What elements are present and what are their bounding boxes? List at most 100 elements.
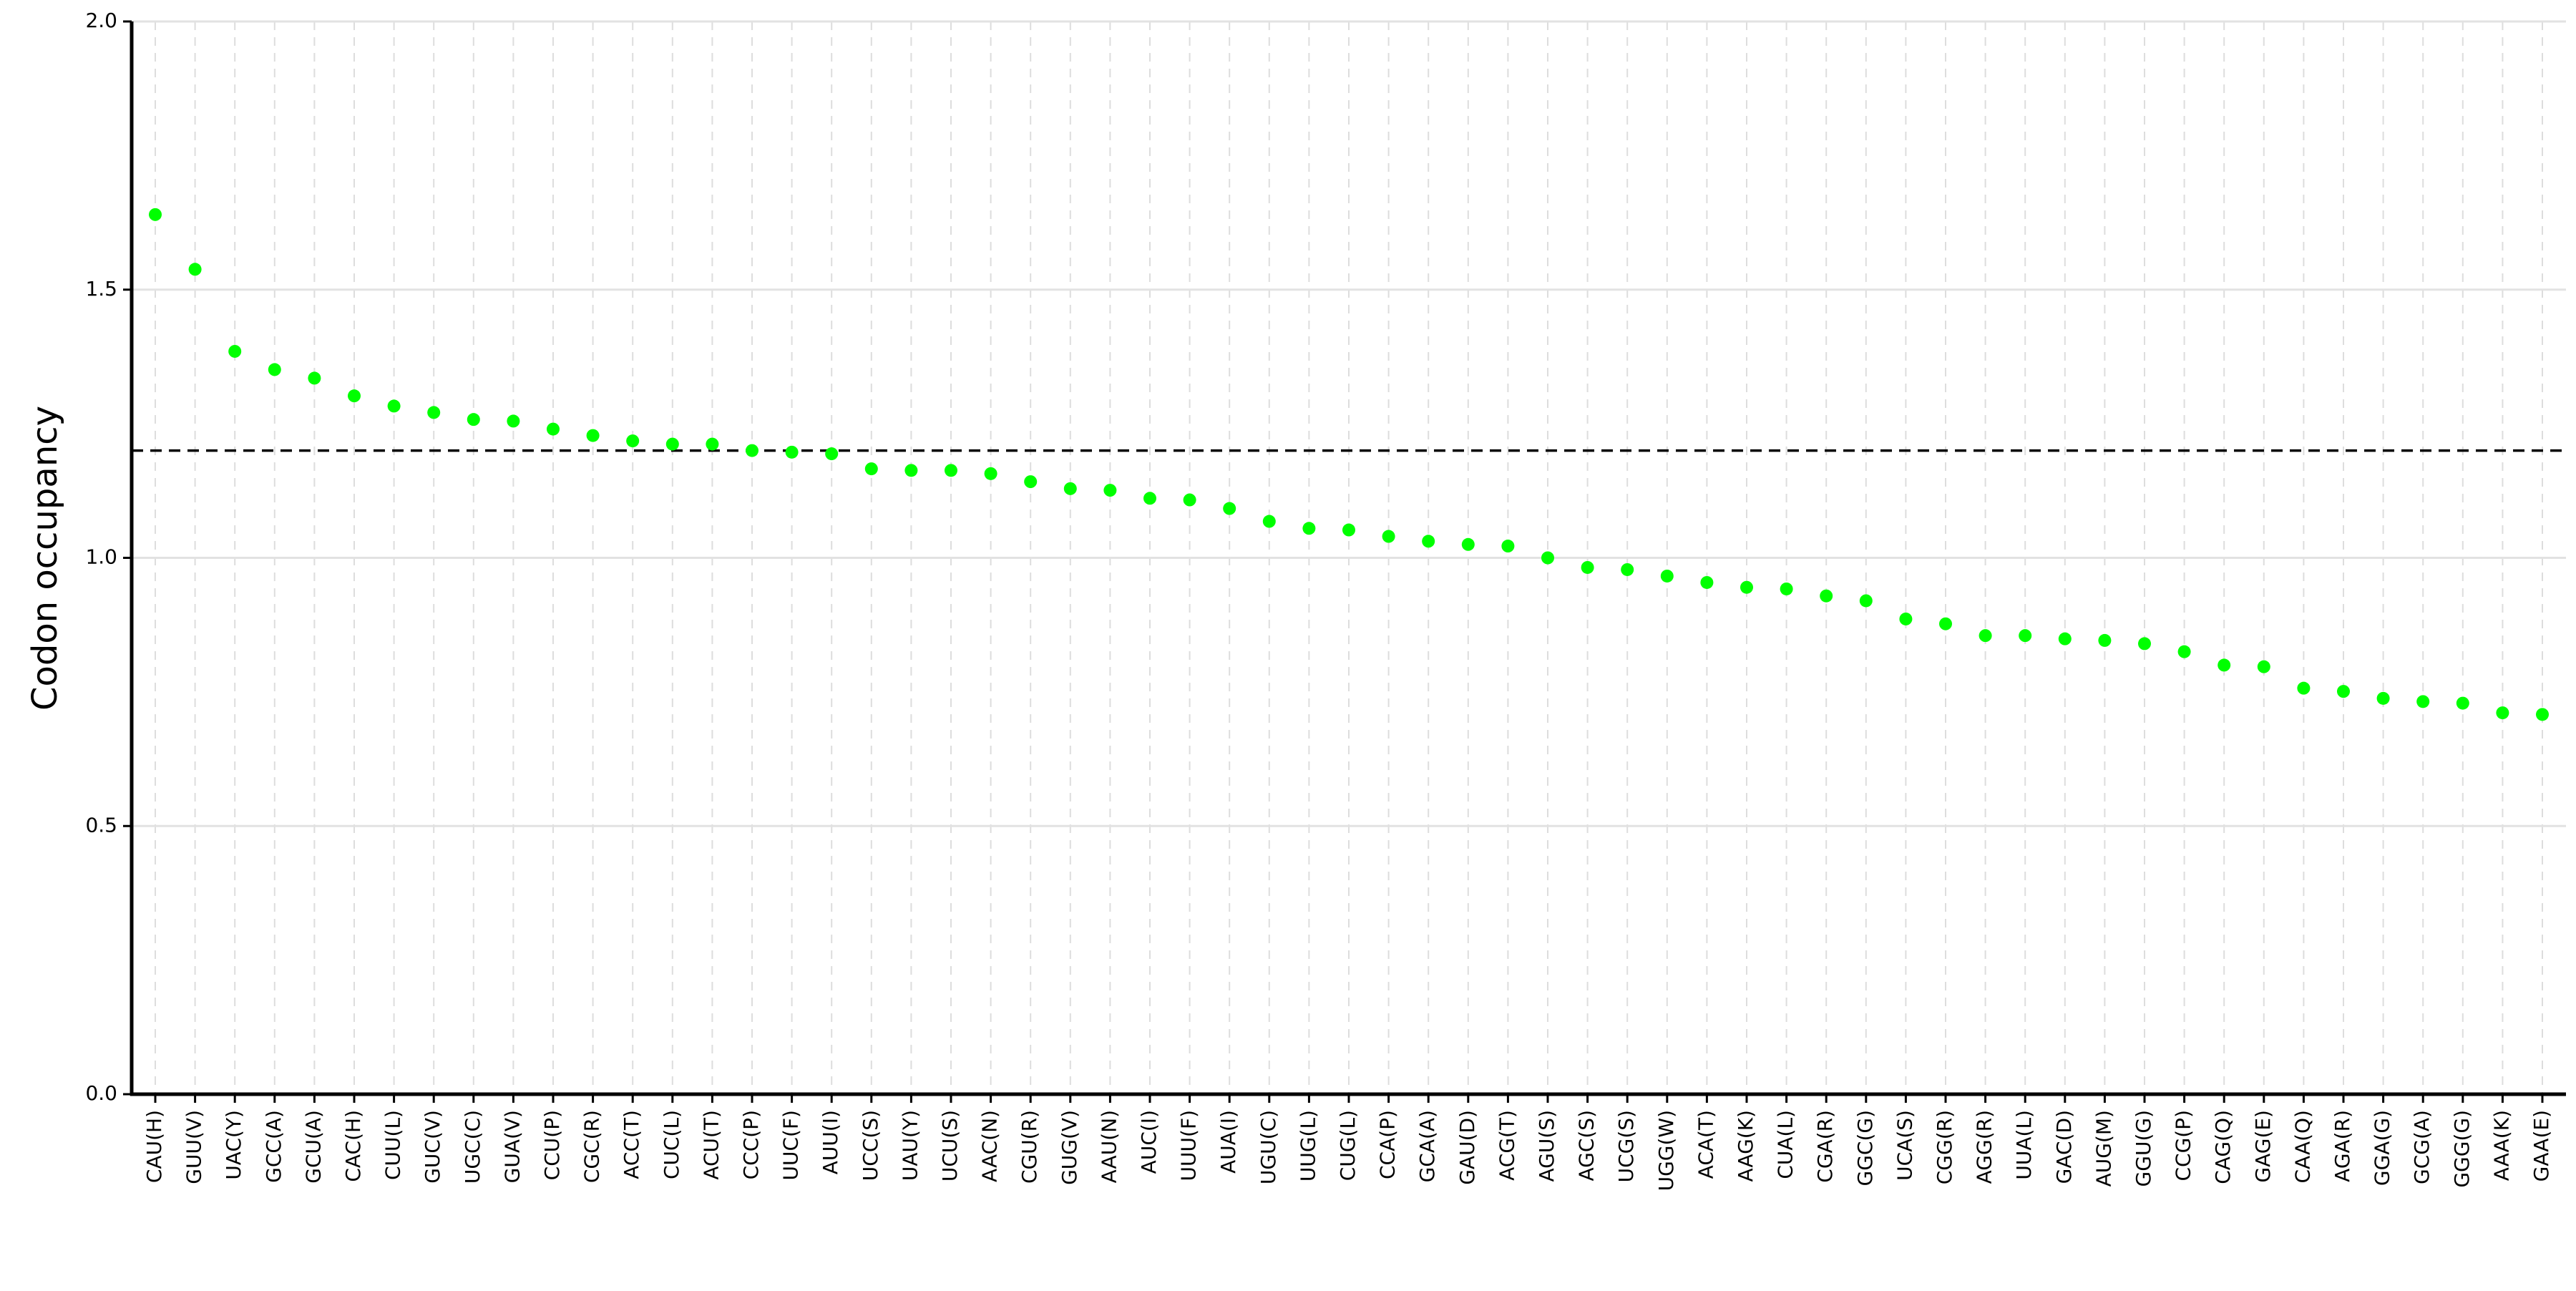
x-tick-label: GUU(V): [182, 1110, 206, 1184]
point: [188, 263, 202, 276]
point: [2257, 660, 2270, 673]
y-tick-label: 2.0: [85, 9, 117, 32]
point: [2098, 633, 2112, 647]
point: [586, 429, 600, 442]
x-tick-label: CAG(Q): [2211, 1110, 2235, 1184]
x-tick-label: UCC(S): [859, 1110, 882, 1181]
x-tick-label: CCC(P): [739, 1110, 763, 1179]
point: [1183, 493, 1196, 507]
point: [626, 434, 640, 448]
point: [945, 464, 957, 477]
point: [268, 363, 281, 376]
point: [904, 464, 918, 477]
point: [1780, 582, 1793, 595]
point: [1461, 537, 1475, 551]
point: [427, 406, 441, 419]
x-tick-label: AUG(M): [2092, 1110, 2115, 1187]
x-tick-label: UUC(F): [779, 1110, 803, 1181]
x-tick-label: AGA(R): [2331, 1110, 2354, 1182]
point: [348, 389, 361, 403]
point: [1820, 589, 1833, 603]
x-tick-label: GAC(D): [2052, 1110, 2076, 1184]
point: [2416, 695, 2430, 708]
x-tick-label: UGC(C): [461, 1110, 484, 1184]
x-tick-label: AUA(I): [1216, 1110, 1240, 1174]
x-tick-label: UCG(S): [1614, 1110, 1638, 1182]
point: [2297, 681, 2311, 695]
point: [864, 462, 878, 476]
point: [1621, 562, 1634, 576]
point: [2138, 637, 2151, 651]
x-tick-label: ACU(T): [699, 1110, 723, 1180]
point: [2218, 658, 2231, 672]
point: [984, 467, 997, 480]
x-tick-label: CUU(L): [381, 1110, 405, 1180]
point: [1143, 492, 1156, 505]
x-tick-label: AAG(K): [1734, 1110, 1757, 1182]
point: [507, 414, 520, 428]
point: [1700, 575, 1714, 589]
point: [2536, 708, 2549, 721]
x-tick-label: UAC(Y): [222, 1110, 245, 1180]
point: [2019, 629, 2032, 643]
point: [1740, 580, 1753, 594]
x-tick-label: AGG(R): [1973, 1110, 1996, 1184]
point: [228, 344, 242, 358]
x-tick-label: AGC(S): [1575, 1110, 1599, 1182]
x-tick-label: ACG(T): [1495, 1110, 1518, 1181]
x-tick-label: AAA(K): [2489, 1110, 2513, 1181]
x-tick-label: GGA(G): [2371, 1110, 2394, 1186]
point: [1063, 482, 1077, 495]
x-tick-label: CCA(P): [1376, 1110, 1400, 1179]
point: [1103, 484, 1117, 497]
point: [1422, 535, 1435, 548]
x-tick-label: GGG(G): [2450, 1110, 2474, 1188]
y-tick-label: 1.0: [85, 545, 117, 569]
x-tick-label: ACA(T): [1694, 1110, 1717, 1179]
x-tick-label: CUA(L): [1774, 1110, 1797, 1179]
point: [1859, 594, 1873, 608]
point: [2058, 632, 2072, 646]
point: [2456, 696, 2469, 710]
x-tick-label: GCC(A): [262, 1110, 286, 1183]
point: [1899, 612, 1913, 625]
point: [665, 437, 679, 451]
y-tick-label: 0.5: [85, 813, 117, 837]
point: [387, 399, 401, 413]
point: [1979, 629, 1992, 643]
point: [1660, 569, 1674, 583]
x-tick-label: AGU(S): [1535, 1110, 1558, 1182]
x-tick-label: GUC(V): [421, 1110, 444, 1184]
point: [1024, 475, 1038, 489]
x-tick-label: UUA(L): [2012, 1110, 2036, 1180]
x-tick-label: UCA(S): [1893, 1110, 1916, 1181]
x-tick-label: AUU(I): [819, 1110, 842, 1174]
point: [149, 208, 162, 221]
x-tick-label: CAU(H): [142, 1110, 166, 1183]
x-tick-label: UUG(L): [1296, 1110, 1319, 1182]
x-tick-label: CAA(Q): [2290, 1110, 2314, 1184]
point: [785, 445, 799, 459]
x-tick-label: GUA(V): [500, 1110, 524, 1183]
point: [2376, 691, 2390, 705]
x-tick-label: UGG(W): [1654, 1110, 1678, 1191]
x-tick-label: CCU(P): [540, 1110, 564, 1180]
x-tick-label: UGU(C): [1257, 1110, 1280, 1184]
x-tick-label: GCA(A): [1415, 1110, 1439, 1182]
x-tick-label: UCU(S): [938, 1110, 962, 1182]
x-tick-label: GAG(E): [2251, 1110, 2275, 1183]
point: [467, 413, 480, 427]
y-tick-label: 0.0: [85, 1081, 117, 1105]
x-tick-label: AUC(I): [1137, 1110, 1161, 1174]
x-tick-label: GGC(G): [1853, 1110, 1877, 1187]
point: [1262, 515, 1276, 528]
x-tick-label: GAU(D): [1455, 1110, 1479, 1185]
x-tick-label: GCU(A): [301, 1110, 325, 1184]
y-axis-label: Codon occupancy: [25, 406, 65, 711]
point: [706, 437, 719, 451]
x-tick-label: UUU(F): [1177, 1110, 1201, 1181]
point: [308, 371, 321, 385]
point: [2337, 685, 2350, 698]
